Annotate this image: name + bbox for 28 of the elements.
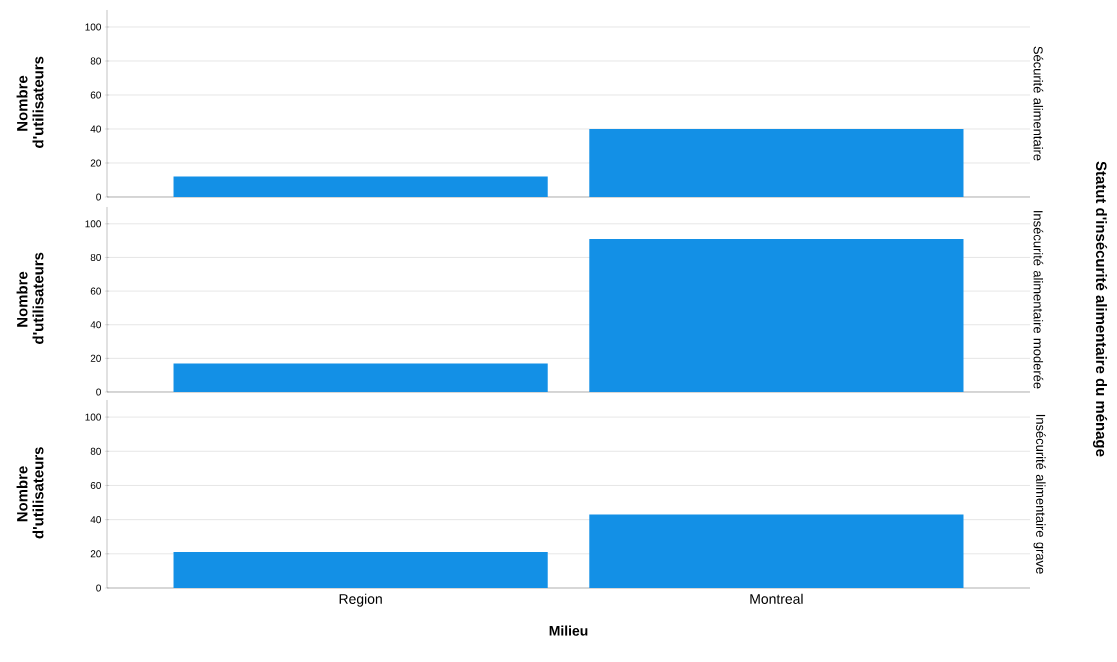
y-tick-label: 40 [90,516,101,524]
text: Statut d'insécurité alimentaire du ménage [1092,161,1108,457]
x-tick-label: Region [339,593,382,607]
x-tick-label: Montreal [750,593,803,604]
y-tick-label: 60 [90,481,101,489]
y-tick-label: 40 [90,125,101,133]
text: Insécurité alimentaire moderée [1033,211,1044,389]
text: Sécurité alimentaire [1033,46,1044,161]
y-tick-label: 20 [90,354,101,362]
y-tick-label: 80 [90,253,101,261]
y-axis-title: Nombre d'utilisateurs [16,447,44,539]
y-tick-label: 100 [85,23,101,31]
y-tick-label: 80 [90,447,101,455]
y-tick-label: 40 [90,321,101,329]
y-tick-label: 60 [90,287,101,295]
y-tick-label: 100 [85,413,101,421]
y-tick-label: 0 [96,584,101,592]
text: Insécurité alimentaire grave [1033,414,1046,574]
y-tick-label: 0 [96,193,101,201]
y-tick-label: 100 [85,220,101,228]
y-tick-label: 0 [96,388,101,396]
y-axis-title: Nombre d'utilisateurs [16,56,44,148]
y-axis-title: Nombre d'utilisateurs [16,252,44,344]
y-tick-label: 20 [90,550,101,558]
x-axis-title: Milieu [549,625,588,636]
y-tick-label: 80 [90,57,101,65]
y-tick-label: 60 [90,91,101,99]
y-tick-label: 20 [90,159,101,167]
